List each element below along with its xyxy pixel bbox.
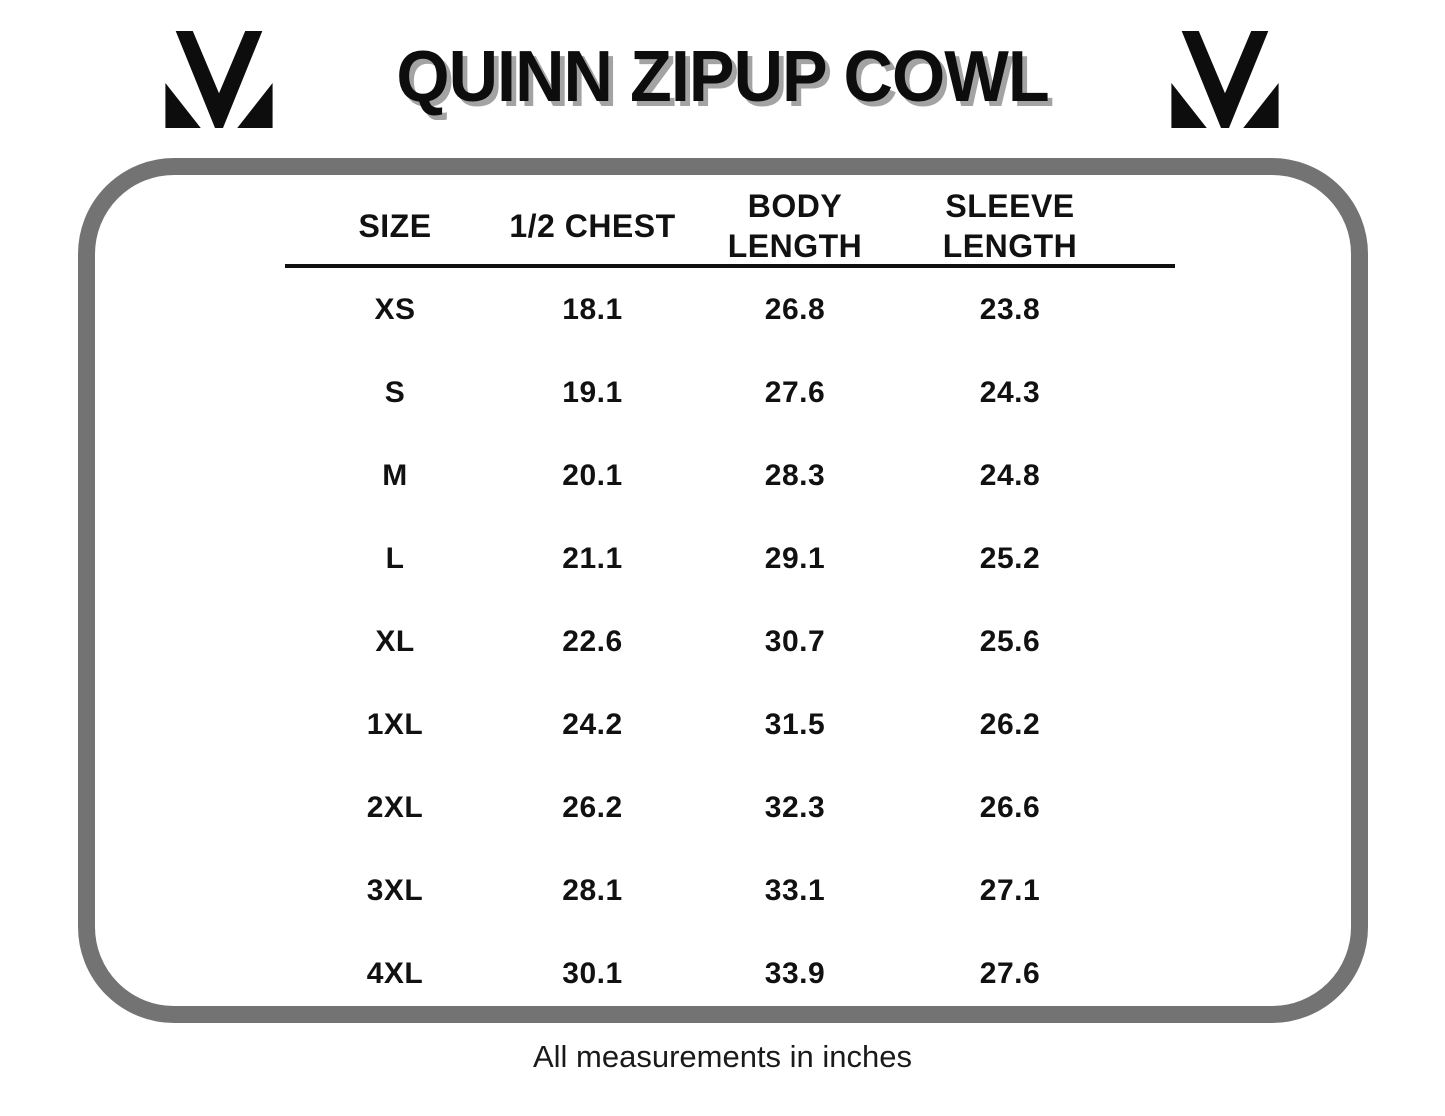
size-cell: XS	[374, 292, 416, 326]
chest-cell: 28.1	[562, 873, 623, 907]
measurements-note: All measurements in inches	[532, 1039, 913, 1074]
size-cell: 4XL	[366, 956, 424, 990]
column-header-line: SLEEVE	[945, 188, 1075, 224]
table-row-xl: XL 22.6 30.7 25.6	[285, 600, 1175, 683]
sleeve-cell: 24.8	[979, 458, 1041, 492]
column-header-sleeve-length: SLEEVE LENGTH	[910, 186, 1110, 266]
chest-cell: 20.1	[562, 458, 623, 492]
size-cell: M	[382, 458, 408, 492]
body-cell: 26.8	[764, 292, 826, 326]
body-cell: 33.1	[764, 873, 826, 907]
brand-m-monogram-icon	[165, 31, 273, 128]
sleeve-cell: 27.6	[979, 956, 1041, 990]
body-cell: 30.7	[764, 624, 826, 658]
body-cell: 29.1	[764, 541, 826, 575]
column-header-line: LENGTH	[942, 228, 1078, 264]
chest-cell: 30.1	[562, 956, 623, 990]
chest-cell: 19.1	[562, 375, 623, 409]
column-header-body-length: BODY LENGTH	[680, 186, 910, 266]
column-header-half-chest: 1/2 CHEST	[505, 186, 680, 266]
sleeve-cell: 23.8	[979, 292, 1041, 326]
column-header-size: SIZE	[285, 186, 505, 266]
table-row-s: S 19.1 27.6 24.3	[285, 351, 1175, 434]
size-cell: S	[384, 375, 406, 409]
table-header-row: SIZE 1/2 CHEST BODY LENGTH SLEEVE LENGTH	[285, 186, 1175, 264]
chest-cell: 26.2	[562, 790, 623, 824]
size-cell: 3XL	[366, 873, 424, 907]
table-row-xs: XS 18.1 26.8 23.8	[285, 268, 1175, 351]
sleeve-cell: 24.3	[979, 375, 1041, 409]
chest-cell: 21.1	[562, 541, 623, 575]
table-row-1xl: 1XL 24.2 31.5 26.2	[285, 683, 1175, 766]
table-row-2xl: 2XL 26.2 32.3 26.6	[285, 766, 1175, 849]
table-row-m: M 20.1 28.3 24.8	[285, 434, 1175, 517]
chart-frame	[78, 158, 1368, 1023]
body-cell: 33.9	[764, 956, 826, 990]
body-cell: 28.3	[764, 458, 826, 492]
sleeve-cell: 25.6	[979, 624, 1041, 658]
size-cell: 2XL	[366, 790, 424, 824]
chest-cell: 22.6	[562, 624, 623, 658]
body-cell: 31.5	[764, 707, 826, 741]
column-header-line: LENGTH	[727, 228, 863, 264]
brand-m-monogram-icon	[1171, 31, 1279, 128]
column-header-line: SIZE	[358, 208, 432, 244]
column-header-line: 1/2 CHEST	[509, 208, 676, 244]
size-table: SIZE 1/2 CHEST BODY LENGTH SLEEVE LENGTH…	[285, 186, 1175, 1015]
table-row-l: L 21.1 29.1 25.2	[285, 517, 1175, 600]
chest-cell: 18.1	[562, 292, 623, 326]
sleeve-cell: 27.1	[979, 873, 1041, 907]
body-cell: 27.6	[764, 375, 826, 409]
sleeve-cell: 25.2	[979, 541, 1041, 575]
table-row-3xl: 3XL 28.1 33.1 27.1	[285, 849, 1175, 932]
sleeve-cell: 26.2	[979, 707, 1041, 741]
page-title: QUINN ZIPUP COWL	[396, 37, 1049, 117]
body-cell: 32.3	[764, 790, 826, 824]
sleeve-cell: 26.6	[979, 790, 1041, 824]
size-cell: 1XL	[366, 707, 424, 741]
size-cell: L	[385, 541, 405, 575]
table-row-4xl: 4XL 30.1 33.9 27.6	[285, 932, 1175, 1015]
column-header-line: BODY	[747, 188, 843, 224]
header-divider	[285, 264, 1175, 268]
size-cell: XL	[375, 624, 415, 658]
chest-cell: 24.2	[562, 707, 623, 741]
